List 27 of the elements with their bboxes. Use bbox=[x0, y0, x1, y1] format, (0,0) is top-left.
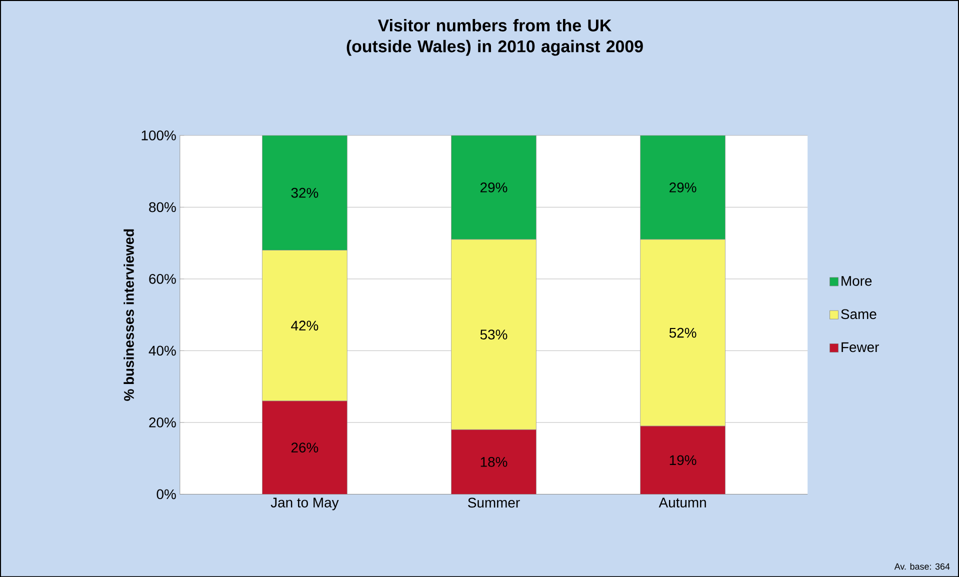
x-tick-label: Summer bbox=[468, 498, 520, 508]
chart-title: Visitor numbers from the UK (outside Wales) in 2010 against 2009 bbox=[346, 18, 643, 56]
bar bbox=[451, 429, 536, 494]
data-label: 29% bbox=[480, 182, 508, 192]
data-label: 32% bbox=[291, 188, 318, 198]
y-tick-label: 20% bbox=[149, 417, 176, 428]
y-tick-label: 80% bbox=[149, 202, 176, 212]
y-tick-label: 0% bbox=[156, 489, 176, 500]
legend-label: Fewer bbox=[842, 342, 879, 352]
data-label: 19% bbox=[670, 455, 696, 465]
text: Av. base: 364 bbox=[894, 562, 950, 570]
legend-label: More bbox=[842, 276, 872, 286]
bar bbox=[262, 400, 348, 494]
legend-label: Same bbox=[841, 309, 876, 319]
data-label: 42% bbox=[291, 320, 318, 330]
bar bbox=[640, 426, 726, 494]
data-label: 53% bbox=[480, 330, 508, 340]
data-label: 29% bbox=[670, 182, 696, 192]
data-label: 18% bbox=[480, 456, 508, 467]
x-tick-label: Autumn bbox=[658, 498, 706, 508]
data-label: 26% bbox=[291, 442, 318, 452]
y-axis-title: % businesses interviewed bbox=[124, 229, 134, 401]
y-tick-label: 40% bbox=[148, 346, 176, 356]
y-tick-label: 60% bbox=[149, 274, 176, 284]
x-tick-label: Jan to May bbox=[270, 498, 339, 510]
y-tick-label: 100% bbox=[142, 130, 176, 140]
data-label: 52% bbox=[669, 328, 696, 338]
